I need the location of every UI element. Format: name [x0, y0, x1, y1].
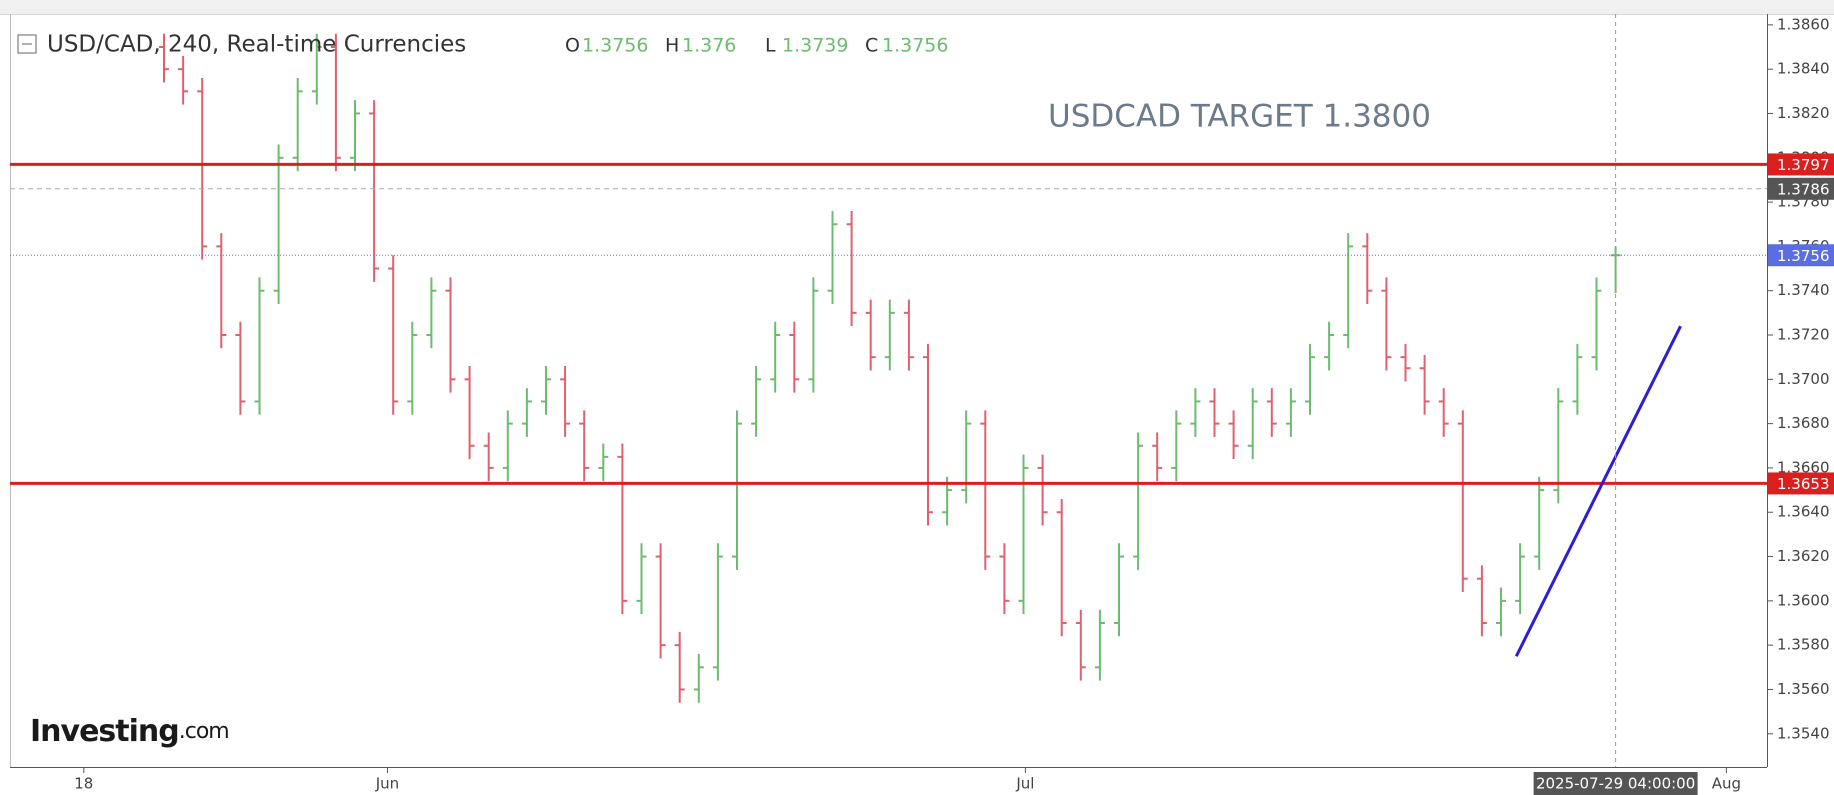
y-tick-label: 1.3820 [1777, 104, 1830, 122]
x-tick-label: Jul [1015, 775, 1034, 793]
ohlc-label: C [865, 35, 878, 57]
y-tick-label: 1.3660 [1777, 458, 1830, 476]
crosshair-label: 2025-07-29 04:00:00 [1536, 775, 1695, 793]
logo-suffix: .com [179, 719, 229, 744]
y-tick-label: 1.3540 [1777, 724, 1830, 742]
logo: Investing.com [30, 714, 229, 749]
price-tag-label: 1.3653 [1777, 475, 1830, 493]
y-tick-label: 1.3740 [1777, 281, 1830, 299]
ohlc-value: 1.3756 [882, 35, 948, 57]
crosshair-tag [1533, 772, 1698, 795]
y-tick-label: 1.3860 [1777, 15, 1830, 33]
price-tag-label: 1.3756 [1777, 247, 1830, 265]
y-tick-label: 1.3560 [1777, 680, 1830, 698]
collapse-icon[interactable] [17, 34, 37, 54]
x-tick-label: Aug [1712, 775, 1741, 793]
overlay: USD/CAD, 240, Real-time Currencies USDCA… [17, 32, 1431, 749]
toolbar [0, 0, 1834, 14]
y-tick-label: 1.3720 [1777, 326, 1830, 344]
y-tick-label: 1.3680 [1777, 414, 1830, 432]
ohlc-label: H [665, 35, 679, 57]
y-tick-label: 1.3840 [1777, 60, 1830, 78]
plot-area [10, 14, 1767, 767]
y-tick-label: 1.3700 [1777, 370, 1830, 388]
price-tag [1768, 153, 1834, 176]
y-tick-label: 1.3580 [1777, 636, 1830, 654]
y-tick-label: 1.3640 [1777, 503, 1830, 521]
annotation: USDCAD TARGET 1.3800 [1048, 99, 1431, 135]
chart-title: USD/CAD, 240, Real-time Currencies [47, 32, 466, 58]
x-tick-label: Jun [375, 775, 399, 793]
price-tag [1768, 244, 1834, 267]
x-tick-label: 18 [74, 775, 93, 793]
ohlc-value: 1.376 [682, 35, 736, 57]
ohlc-value: 1.3739 [782, 35, 848, 57]
y-tick-label: 1.3620 [1777, 547, 1830, 565]
trendline [1514, 325, 1682, 657]
price-tag [1768, 472, 1834, 495]
price-tag-label: 1.3797 [1777, 156, 1830, 174]
ohlc-value: 1.3756 [582, 35, 648, 57]
price-tag [1768, 177, 1834, 200]
ohlc-label: L [765, 35, 776, 57]
logo-main: Investing [30, 714, 179, 749]
ohlc-label: O [565, 35, 580, 57]
price-tag-label: 1.3786 [1777, 180, 1830, 198]
y-tick-label: 1.3600 [1777, 591, 1830, 609]
